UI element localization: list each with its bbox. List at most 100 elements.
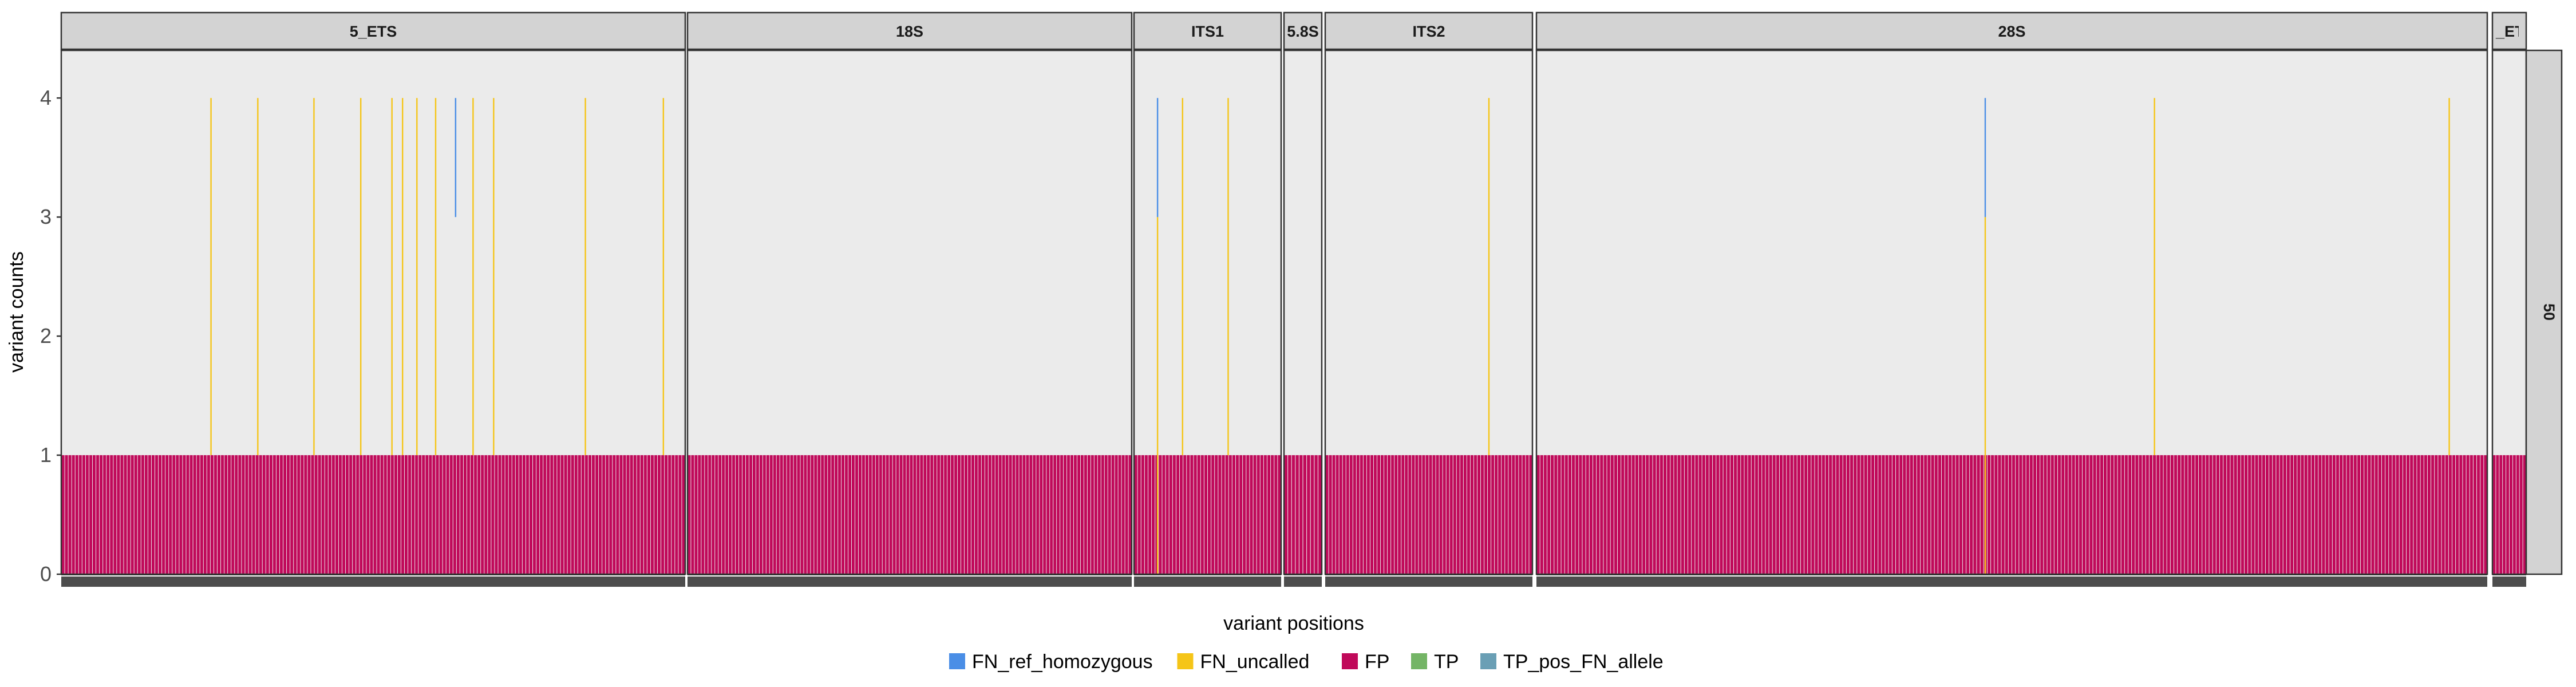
fp-bar	[2251, 455, 2255, 574]
fp-bar	[2227, 455, 2230, 574]
fp-bar	[2420, 455, 2424, 574]
facet-strip	[1324, 11, 1534, 50]
fp-bar	[2167, 455, 2170, 574]
fp-bar	[1987, 455, 1991, 574]
fp-bar	[739, 455, 742, 574]
legend-item-tp: TP	[1411, 651, 1459, 673]
fp-bar	[2230, 455, 2234, 574]
fp-bar	[1207, 455, 1211, 574]
fp-bar	[759, 455, 762, 574]
fp-bar	[1941, 455, 1945, 574]
fp-bar	[1829, 455, 1832, 574]
fp-bar	[1906, 455, 1910, 574]
fp-bar	[2294, 455, 2297, 574]
fp-bar	[2325, 455, 2329, 574]
fp-bar	[1480, 455, 1484, 574]
fp-bar	[1927, 455, 1931, 574]
fp-bar	[2269, 455, 2273, 574]
fp-bar	[1314, 455, 1318, 574]
fp-bar	[1108, 455, 1111, 574]
facet-strip	[1283, 11, 1323, 50]
fp-bar	[2086, 455, 2089, 574]
fn-uncalled-mark	[1182, 98, 1184, 456]
fp-bar	[68, 455, 72, 574]
fp-bar	[1036, 455, 1040, 574]
fp-bar	[328, 455, 331, 574]
fp-bar	[1913, 455, 1917, 574]
fp-bar	[1218, 455, 1222, 574]
fp-bar	[633, 455, 637, 574]
fp-bar	[1962, 455, 1966, 574]
fp-bar	[1165, 455, 1169, 574]
facet-strip-label: 5_ETS	[350, 23, 397, 40]
fp-bar	[2153, 455, 2156, 574]
x-tick-labels	[61, 577, 685, 587]
fp-bar	[401, 455, 405, 574]
facet-strip	[60, 11, 686, 50]
fp-bar	[1336, 455, 1339, 574]
fp-bar	[2343, 455, 2346, 574]
fp-bar	[1716, 455, 1720, 574]
fp-bar	[2523, 455, 2526, 574]
fp-bar	[1536, 455, 1540, 574]
fp-bar	[1635, 455, 1638, 574]
fp-bar	[2255, 455, 2258, 574]
fp-bar	[1291, 455, 1295, 574]
fp-bar	[2273, 455, 2276, 574]
fp-bar	[2050, 455, 2054, 574]
fp-bar	[1118, 455, 1121, 574]
fp-bars	[2492, 455, 2526, 574]
fp-bar	[2452, 455, 2456, 574]
fp-bar	[1836, 455, 1839, 574]
y-tick-label: 1	[40, 443, 52, 467]
fp-bar	[61, 455, 65, 574]
fp-bar	[1938, 455, 1941, 574]
fp-bar	[1169, 455, 1172, 574]
fp-bar	[2480, 455, 2484, 574]
fp-bar	[1439, 455, 1443, 574]
fn-uncalled-mark	[2448, 98, 2450, 456]
fp-bar	[2103, 455, 2107, 574]
fp-bar	[1141, 455, 1144, 574]
fp-bar	[766, 455, 769, 574]
fp-bar	[1009, 455, 1012, 574]
fp-bar	[574, 455, 578, 574]
fp-bar	[2245, 455, 2248, 574]
fp-bar	[1405, 455, 1408, 574]
fp-bar	[2100, 455, 2103, 574]
fp-bar	[2286, 455, 2290, 574]
fp-bar	[1339, 455, 1342, 574]
fp-bar	[1373, 455, 1377, 574]
fp-bar	[543, 455, 547, 574]
fp-bar	[533, 455, 536, 574]
x-tick-labels	[1284, 577, 1322, 587]
fp-bar	[1610, 455, 1614, 574]
fp-bar	[1970, 455, 1973, 574]
fp-bar	[930, 455, 934, 574]
fp-bar	[2033, 455, 2037, 574]
fp-bar	[595, 455, 599, 574]
fp-bar	[654, 455, 658, 574]
fp-bar	[1398, 455, 1401, 574]
fp-bar	[2057, 455, 2061, 574]
fp-bar	[1663, 455, 1667, 574]
fp-bar	[1197, 455, 1200, 574]
fp-bar	[1091, 455, 1094, 574]
fp-bar	[1597, 455, 1600, 574]
fp-bar	[266, 455, 269, 574]
fp-bar	[2308, 455, 2311, 574]
fp-bar	[783, 455, 787, 574]
fp-bar	[82, 455, 85, 574]
fp-bar	[564, 455, 567, 574]
fp-bar	[1349, 455, 1353, 574]
fp-bar	[2403, 455, 2407, 574]
fp-bar	[1674, 455, 1677, 574]
fp-bar	[1318, 455, 1322, 574]
x-axis-title: variant positions	[1223, 613, 1364, 634]
fp-bar	[373, 455, 377, 574]
fp-bar	[131, 455, 134, 574]
fp-bar	[2353, 455, 2357, 574]
fp-bar	[207, 455, 210, 574]
fp-bar	[1621, 455, 1625, 574]
fp-bar	[1667, 455, 1670, 574]
